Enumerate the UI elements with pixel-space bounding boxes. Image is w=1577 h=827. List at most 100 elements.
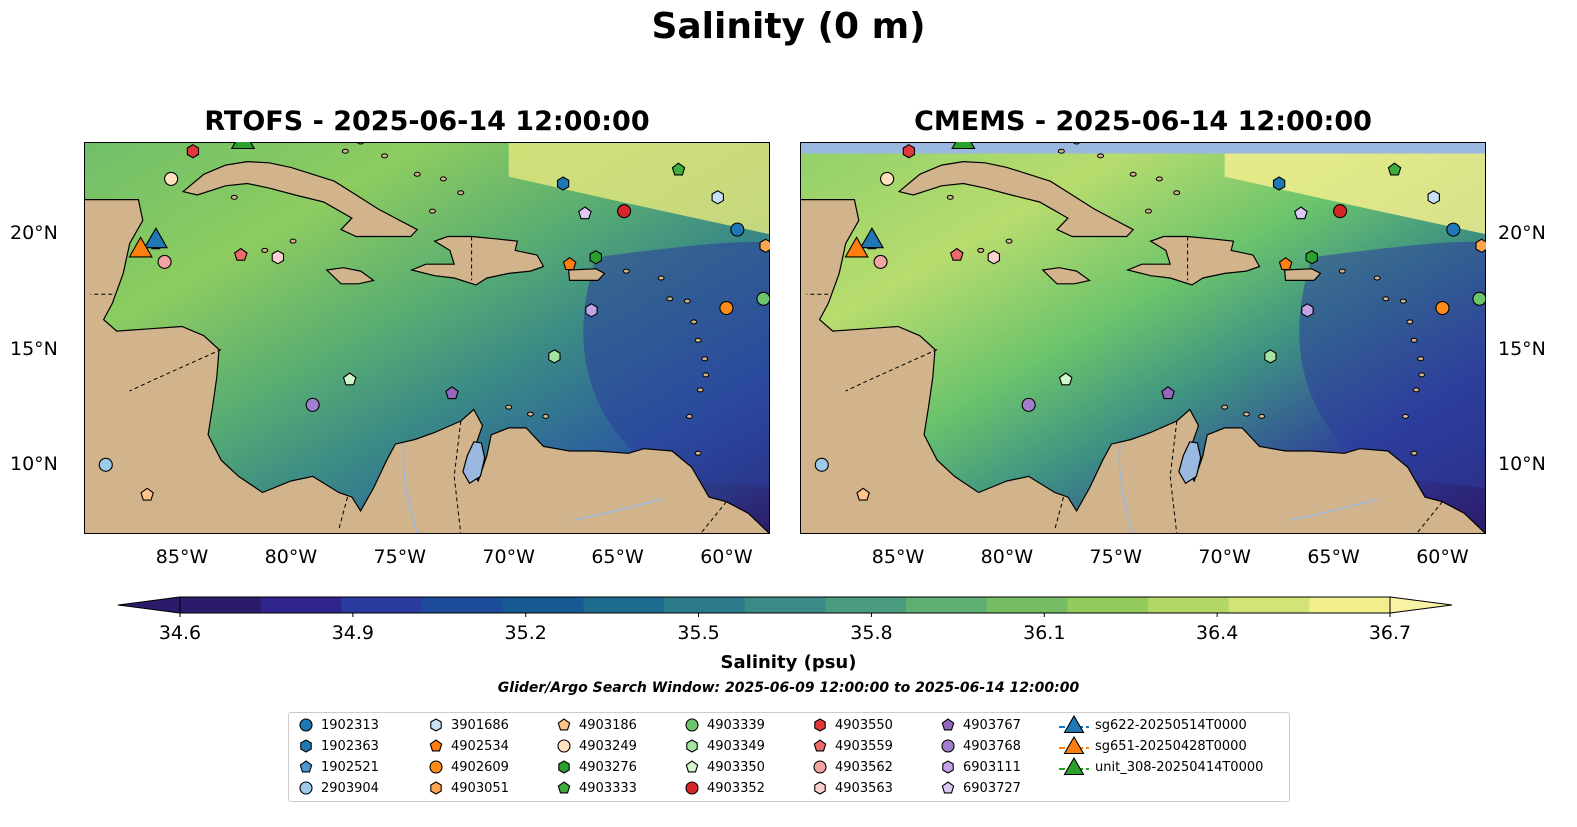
legend-label: 4903186 xyxy=(579,717,637,733)
marker-4903333[interactable] xyxy=(1387,162,1402,176)
colorbar-segment xyxy=(422,597,504,613)
colorbar-segment xyxy=(1309,597,1391,613)
legend-item: 4903051 xyxy=(427,778,509,798)
marker-4903051[interactable] xyxy=(759,238,770,253)
marker-6903727[interactable] xyxy=(1294,206,1308,220)
legend-label: 4903350 xyxy=(707,759,765,775)
lon-tick-label: 85°W xyxy=(871,546,925,568)
marker-1902363[interactable] xyxy=(556,176,570,191)
legend-item: 6903727 xyxy=(939,778,1021,798)
marker-1902313[interactable] xyxy=(1446,222,1461,237)
legend-marker-icon xyxy=(1059,756,1089,776)
island xyxy=(690,319,698,325)
marker-6903111[interactable] xyxy=(1301,303,1314,318)
legend-marker-icon xyxy=(557,781,571,794)
colorbar-title: Salinity (psu) xyxy=(720,652,857,673)
legend-label: 6903111 xyxy=(963,759,1021,775)
marker-4903350[interactable] xyxy=(342,372,357,386)
legend-marker-icon xyxy=(1059,714,1089,734)
island xyxy=(1338,268,1346,274)
marker-4903276[interactable] xyxy=(1305,250,1318,265)
island xyxy=(685,413,693,419)
marker-4903559[interactable] xyxy=(233,247,248,261)
marker-4903051[interactable] xyxy=(1475,238,1486,253)
colorbar-tick-label: 35.5 xyxy=(677,622,720,644)
legend-item: 4903352 xyxy=(683,778,765,798)
marker-4903767[interactable] xyxy=(1161,386,1175,400)
island xyxy=(289,238,297,244)
river xyxy=(1289,498,1378,521)
marker-4903186[interactable] xyxy=(140,487,154,501)
marker-4903559[interactable] xyxy=(949,247,964,261)
colorbar-segment xyxy=(906,597,988,613)
marker-4903249[interactable] xyxy=(164,171,179,186)
island xyxy=(526,411,534,417)
lon-tick-label: 70°W xyxy=(1198,546,1251,568)
marker-4902609[interactable] xyxy=(719,300,734,316)
marker-4903562[interactable] xyxy=(873,254,888,269)
marker-sg651-20250428T0000[interactable] xyxy=(128,236,153,258)
marker-4903276[interactable] xyxy=(589,250,602,265)
island xyxy=(261,247,269,253)
colorbar-segment xyxy=(341,597,423,613)
marker-6903727[interactable] xyxy=(578,206,592,220)
marker-4903352[interactable] xyxy=(617,204,632,219)
marker-sg622-20250514T0000[interactable] xyxy=(859,227,885,249)
marker-4903550[interactable] xyxy=(902,144,916,159)
panel-title-rtofs: RTOFS - 2025-06-14 12:00:00 xyxy=(204,106,650,137)
marker-4903562[interactable] xyxy=(157,254,172,269)
map-panel-cmems[interactable] xyxy=(800,142,1486,534)
marker-sg622-20250514T0000[interactable] xyxy=(143,227,169,249)
marker-4902609[interactable] xyxy=(1435,300,1450,316)
marker-unit_308-20250414T0000[interactable] xyxy=(230,142,256,150)
lat-tick-label: 20°N xyxy=(1498,222,1546,245)
island xyxy=(696,387,704,393)
marker-1902363[interactable] xyxy=(1272,176,1286,191)
marker-4903186[interactable] xyxy=(856,487,870,501)
legend-label: 4903349 xyxy=(707,738,765,754)
marker-4903563[interactable] xyxy=(271,250,285,265)
marker-4902534[interactable] xyxy=(1278,257,1293,271)
marker-4903349[interactable] xyxy=(1264,349,1277,364)
river xyxy=(1118,443,1134,534)
marker-4903339[interactable] xyxy=(756,291,770,306)
island xyxy=(230,194,238,200)
panel-title-cmems: CMEMS - 2025-06-14 12:00:00 xyxy=(914,106,1372,137)
legend-marker-icon xyxy=(685,760,699,773)
marker-6903111[interactable] xyxy=(585,303,598,318)
map-panel-rtofs[interactable] xyxy=(84,142,770,534)
marker-2903904[interactable] xyxy=(814,457,829,472)
island xyxy=(1373,275,1381,281)
marker-4903333[interactable] xyxy=(671,162,686,176)
marker-4903339[interactable] xyxy=(1472,291,1486,306)
land-central xyxy=(800,198,1486,534)
marker-2903904[interactable] xyxy=(98,457,113,472)
marker-unit_308-20250414T0000[interactable] xyxy=(951,142,976,150)
land-maracaibo xyxy=(1178,441,1202,485)
country-border xyxy=(338,496,348,530)
island xyxy=(1417,356,1425,362)
marker-4903550[interactable] xyxy=(186,144,200,159)
marker-4902534[interactable] xyxy=(562,257,577,271)
legend-label: unit_308-20250414T0000 xyxy=(1095,759,1264,775)
marker-4903349[interactable] xyxy=(548,349,561,364)
island xyxy=(1401,413,1409,419)
colorbar-tick-label: 36.1 xyxy=(1023,622,1066,644)
marker-4903768[interactable] xyxy=(1021,397,1036,412)
lat-tick-label: 10°N xyxy=(10,452,58,475)
marker-4903249[interactable] xyxy=(880,171,895,186)
marker-3901686[interactable] xyxy=(1427,190,1440,205)
legend-item: unit_308-20250414T0000 xyxy=(1059,756,1264,777)
marker-4903563[interactable] xyxy=(987,250,1001,265)
marker-4903767[interactable] xyxy=(445,386,459,400)
legend-label: sg651-20250428T0000 xyxy=(1095,738,1247,754)
legend-marker-icon xyxy=(557,739,571,753)
marker-3901686[interactable] xyxy=(711,190,724,205)
country-border xyxy=(453,420,462,534)
marker-4903768[interactable] xyxy=(305,397,320,412)
marker-4903352[interactable] xyxy=(1333,204,1348,219)
legend-item: 4903333 xyxy=(555,778,637,798)
marker-1902313[interactable] xyxy=(730,222,745,237)
marker-sg651-20250428T0000[interactable] xyxy=(844,236,869,258)
marker-4903350[interactable] xyxy=(1058,372,1073,386)
